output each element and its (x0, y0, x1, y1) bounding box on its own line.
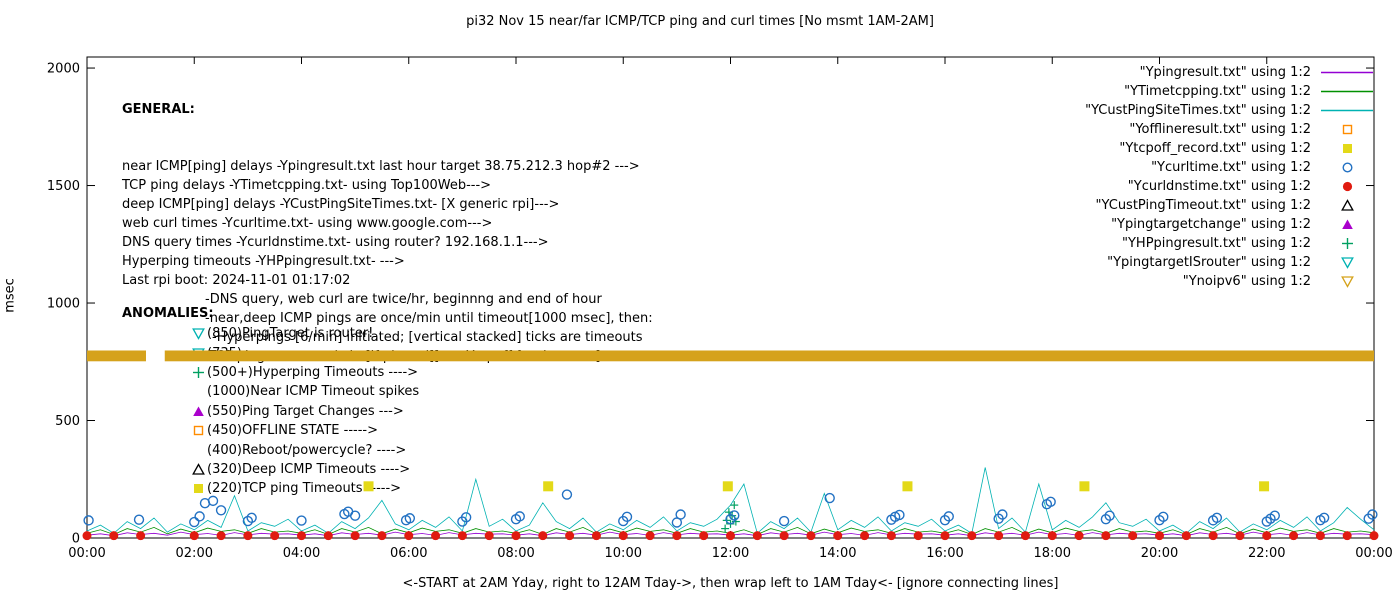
y-tick-label: 0 (72, 532, 80, 547)
legend: "Ypingresult.txt" using 1:2 "YTimetcpping… (1085, 63, 1374, 291)
chart-title: pi32 Nov 15 near/far ICMP/TCP ping and c… (466, 14, 934, 29)
x-tick-label: 22:00 (1248, 546, 1285, 561)
tri-up-open-icon (1320, 199, 1374, 212)
legend-label: "Ypingresult.txt" using 1:2 (1139, 65, 1311, 80)
circle-filled-icon (1320, 180, 1374, 193)
x-tick-label: 10:00 (605, 546, 642, 561)
legend-label: "YTimetcpping.txt" using 1:2 (1124, 84, 1311, 99)
anomaly-label: (850)PingTarget is router! (207, 326, 374, 342)
legend-item: "YHPpingresult.txt" using 1:2 (1085, 234, 1374, 253)
legend-item: "YCustPingSiteTimes.txt" using 1:2 (1085, 101, 1374, 120)
legend-label: "YCustPingTimeout.txt" using 1:2 (1095, 198, 1311, 213)
anomaly-item: (450)OFFLINE STATE -----> (192, 421, 419, 440)
square-filled-icon (192, 482, 207, 495)
anomaly-item: (220)TCP ping Timeouts -----> (192, 479, 419, 498)
x-tick-label: 02:00 (176, 546, 213, 561)
legend-label: "Ycurltime.txt" using 1:2 (1151, 160, 1311, 175)
general-note-line: TCP ping delays -YTimetcpping.txt- using… (122, 178, 492, 193)
x-tick-label: 04:00 (283, 546, 320, 561)
x-axis-label: <-START at 2AM Yday, right to 12AM Tday-… (402, 576, 1059, 591)
anomaly-label: (735) (207, 345, 242, 361)
anomaly-item: (735) (192, 343, 419, 362)
anomaly-label: (550)Ping Target Changes ---> (207, 403, 404, 419)
tri-up-filled-icon (1320, 218, 1374, 231)
square-open-icon (192, 424, 207, 437)
legend-label: "Ycurldnstime.txt" using 1:2 (1127, 179, 1311, 194)
anomaly-item: (550)Ping Target Changes ---> (192, 402, 419, 421)
general-heading: GENERAL: (122, 102, 195, 117)
series-Ypingresult.txt (86, 531, 1375, 537)
y-tick-label: 1500 (47, 179, 80, 194)
legend-label: "Yofflineresult.txt" using 1:2 (1129, 122, 1311, 137)
tri-down-open-icon (192, 327, 207, 341)
tri-up-open-icon (192, 463, 207, 476)
x-tick-label: 08:00 (497, 546, 534, 561)
general-note-line: deep ICMP[ping] delays -YCustPingSiteTim… (122, 197, 560, 212)
tri-down-open-icon (192, 347, 207, 360)
general-note-line: Hyperping timeouts -YHPpingresult.txt- -… (122, 254, 405, 269)
plus-icon (1320, 237, 1374, 250)
series-YTimetcpping.txt (86, 526, 1375, 535)
y-tick-label: 500 (55, 414, 80, 429)
legend-label: "Ypingtargetchange" using 1:2 (1111, 217, 1311, 232)
line-icon (1320, 66, 1374, 79)
tri-up-filled-icon (192, 405, 207, 418)
legend-label: "YCustPingSiteTimes.txt" using 1:2 (1085, 103, 1311, 118)
square-open-icon (1320, 123, 1374, 136)
series-YHPpingresult.txt (721, 501, 740, 533)
x-tick-label: 12:00 (712, 546, 749, 561)
legend-item: "Yofflineresult.txt" using 1:2 (1085, 120, 1374, 139)
legend-item: "Ynoipv6" using 1:2 (1085, 272, 1374, 291)
anomaly-notes: ANOMALIES: (850)PingTarget is router! (73… (122, 306, 419, 499)
legend-item: "YpingtargetISrouter" using 1:2 (1085, 253, 1374, 272)
anomaly-item: (850)PingTarget is router! (192, 324, 419, 343)
anomalies-heading: ANOMALIES: (122, 306, 214, 321)
legend-item: "YCustPingTimeout.txt" using 1:2 (1085, 196, 1374, 215)
y-tick-label: 1000 (47, 297, 80, 312)
x-tick-label: 18:00 (1034, 546, 1071, 561)
anomaly-item: (320)Deep ICMP Timeouts ----> (192, 460, 419, 479)
legend-item: "Ytcpoff_record.txt" using 1:2 (1085, 139, 1374, 158)
legend-item: "Ycurldnstime.txt" using 1:2 (1085, 177, 1374, 196)
anomaly-items: (850)PingTarget is router! (735) (500+)Hyp… (192, 324, 419, 499)
legend-label: "Ytcpoff_record.txt" using 1:2 (1119, 141, 1311, 156)
anomaly-label: (450)OFFLINE STATE -----> (207, 423, 378, 439)
legend-item: "Ycurltime.txt" using 1:2 (1085, 158, 1374, 177)
tri-down-open-icon (1320, 256, 1374, 269)
general-note-line: web curl times -Ycurltime.txt- using www… (122, 216, 493, 231)
line-icon (1320, 104, 1374, 117)
y-axis-label: msec (2, 278, 18, 313)
y-tick-label: 2000 (47, 62, 80, 77)
anomaly-item: (400)Reboot/powercycle? ----> (192, 440, 419, 459)
series-Ycurldnstime.txt (82, 531, 1379, 541)
square-filled-icon (1320, 142, 1374, 155)
anomaly-label: (1000)Near ICMP Timeout spikes (207, 384, 420, 400)
anomaly-label: (220)TCP ping Timeouts -----> (207, 481, 402, 497)
line-icon (1320, 85, 1374, 98)
x-tick-label: 20:00 (1141, 546, 1178, 561)
anomaly-label: (320)Deep ICMP Timeouts ----> (207, 461, 411, 477)
x-tick-label: 16:00 (926, 546, 963, 561)
legend-label: "Ynoipv6" using 1:2 (1182, 274, 1311, 289)
x-tick-label: 00:00 (68, 546, 105, 561)
circle-open-icon (1320, 161, 1374, 174)
plus-icon (192, 366, 207, 379)
legend-item: "YTimetcpping.txt" using 1:2 (1085, 82, 1374, 101)
general-note-line: DNS query times -Ycurldnstime.txt- using… (122, 235, 549, 250)
general-note-line: near ICMP[ping] delays -Ypingresult.txt … (122, 159, 640, 174)
anomaly-label: (500+)Hyperping Timeouts ----> (207, 364, 419, 380)
legend-label: "YpingtargetISrouter" using 1:2 (1107, 255, 1311, 270)
general-note-line: Last rpi boot: 2024-11-01 01:17:02 (122, 273, 351, 288)
legend-item: "Ypingtargetchange" using 1:2 (1085, 215, 1374, 234)
x-tick-label: 00:00 (1355, 546, 1392, 561)
anomaly-item: (1000)Near ICMP Timeout spikes (192, 382, 419, 401)
anomaly-item: (500+)Hyperping Timeouts ----> (192, 363, 419, 382)
anomaly-label: (400)Reboot/powercycle? ----> (207, 442, 407, 458)
tri-down-open-icon (1320, 275, 1374, 288)
legend-item: "Ypingresult.txt" using 1:2 (1085, 63, 1374, 82)
legend-label: "YHPpingresult.txt" using 1:2 (1122, 236, 1311, 251)
series-Ytcpoff_record.txt (363, 481, 1270, 492)
x-tick-label: 14:00 (819, 546, 856, 561)
x-tick-label: 06:00 (390, 546, 427, 561)
